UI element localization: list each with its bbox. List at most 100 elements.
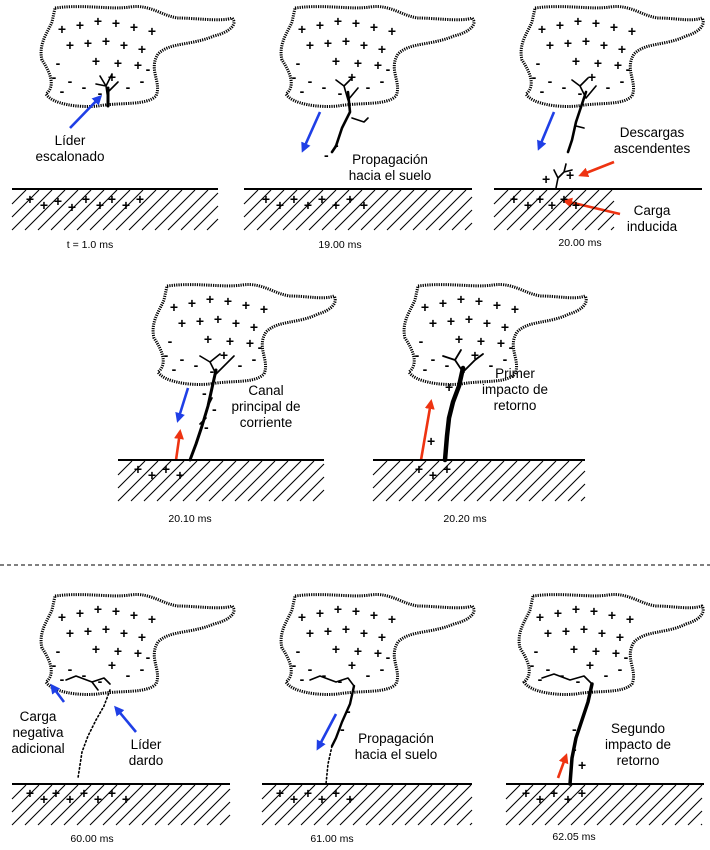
channel-remnant — [541, 673, 593, 685]
plus-sign: + — [578, 757, 586, 773]
plus-sign: + — [388, 23, 396, 39]
hatch-line — [580, 496, 586, 502]
minus-sign: - — [60, 83, 65, 99]
hatch-line — [386, 189, 428, 231]
plus-sign: + — [324, 35, 332, 51]
hatch-line — [11, 784, 53, 826]
ground-plus: + + + + + + — [510, 191, 580, 213]
red-arrow — [174, 429, 184, 461]
hatch-line — [437, 460, 479, 502]
plus-sign: + — [52, 785, 60, 801]
hatch-line — [130, 460, 172, 502]
plus-sign: + — [26, 191, 34, 207]
leader-branches — [95, 73, 119, 101]
minus-sign: - — [56, 643, 61, 659]
plus-sign: + — [582, 33, 590, 49]
hatch-line — [300, 784, 342, 826]
hatch-line — [505, 784, 534, 813]
minus-sign: - — [423, 361, 428, 377]
plus-sign: + — [332, 641, 340, 657]
minus-sign: - — [258, 339, 263, 355]
minus-sign: - — [503, 351, 508, 367]
plus-sign: + — [226, 333, 234, 349]
label-canal-2: principal de — [231, 399, 300, 414]
leader-stem — [566, 90, 588, 154]
minus-sign: - — [180, 351, 185, 367]
hatch-line — [143, 460, 185, 502]
hatch-line — [648, 784, 690, 826]
cloud-marks: + + + + + ++ + + + ++ + ++-- - - - ---- — [292, 13, 396, 101]
ground-hatch — [372, 460, 586, 502]
minus-sign: - — [60, 671, 65, 687]
minus-sign: - — [560, 667, 565, 683]
hatch-line — [700, 823, 703, 826]
ground-hatch — [505, 784, 703, 826]
plus-sign: + — [40, 791, 48, 807]
plus-sign: + — [465, 311, 473, 327]
cloud-marks: + + + + + ++ + + + ++ + ++-- - - - ---- — [52, 13, 156, 101]
hatch-line — [372, 460, 401, 489]
minus-sign: - — [338, 85, 343, 101]
ground-plus: + + + + + + + + — [262, 191, 368, 213]
hatch-line — [372, 460, 388, 476]
plus-sign: + — [204, 331, 212, 347]
plus-sign: + — [214, 311, 222, 327]
plus-sign: + — [439, 295, 447, 311]
plus-sign: + — [536, 191, 544, 207]
hatch-line — [451, 209, 473, 231]
minus-sign: - — [576, 673, 581, 689]
hatch-line — [505, 784, 521, 800]
hatch-line — [411, 460, 453, 502]
plus-sign: + — [66, 625, 74, 641]
plus-sign: + — [370, 19, 378, 35]
plus-sign: + — [360, 197, 368, 213]
plus-sign: + — [429, 467, 437, 483]
hatch-line — [24, 784, 66, 826]
cloud-marks: + + + + + ++ + + + ++ + ++-- - - - ---- — [530, 601, 634, 689]
plus-sign: + — [598, 625, 606, 641]
plus-sign: + — [318, 791, 326, 807]
hatch-line — [528, 460, 570, 502]
plus-sign: + — [616, 629, 624, 645]
hatch-line — [295, 189, 337, 231]
hatch-line — [243, 189, 285, 231]
label-propagacion-2: hacia el suelo — [349, 168, 432, 183]
hatch-line — [195, 460, 237, 502]
minus-sign: - — [624, 649, 629, 665]
hatch-line — [193, 205, 219, 231]
plus-sign: + — [524, 197, 532, 213]
hatch-line — [438, 196, 473, 231]
plus-sign: + — [92, 53, 100, 69]
minus-sign: - — [292, 657, 297, 673]
time-label: 60.00 ms — [70, 833, 113, 845]
plus-sign: + — [316, 17, 324, 33]
time-label: 61.00 ms — [310, 833, 353, 845]
plus-sign: + — [628, 23, 636, 39]
hatch-line — [37, 189, 79, 231]
time-label: 19.00 ms — [318, 239, 361, 251]
plus-sign: + — [232, 315, 240, 331]
plus-sign: + — [120, 37, 128, 53]
plus-sign: + — [276, 197, 284, 213]
plus-sign: + — [614, 57, 622, 73]
label-inducida: inducida — [627, 219, 678, 234]
hatch-line — [234, 460, 276, 502]
plus-sign: + — [114, 55, 122, 71]
plus-sign: + — [80, 785, 88, 801]
ground-plus: + + + + — [134, 461, 184, 483]
plus-sign: + — [554, 605, 562, 621]
blue-arrow — [316, 713, 338, 751]
plus-sign: + — [572, 601, 580, 617]
plus-sign: + — [544, 625, 552, 641]
hatch-line — [464, 222, 473, 231]
ground-plus: + + + + + + + + — [26, 785, 130, 807]
minus-sign: - — [386, 61, 391, 77]
plus-sign: + — [94, 13, 102, 29]
label-impacto: impacto de — [482, 382, 548, 397]
plus-sign: + — [378, 41, 386, 57]
hatch-line — [219, 814, 231, 826]
hatch-line — [687, 810, 703, 826]
hatch-line — [11, 784, 40, 813]
hatch-line — [193, 788, 231, 826]
hatch-line — [493, 189, 509, 205]
